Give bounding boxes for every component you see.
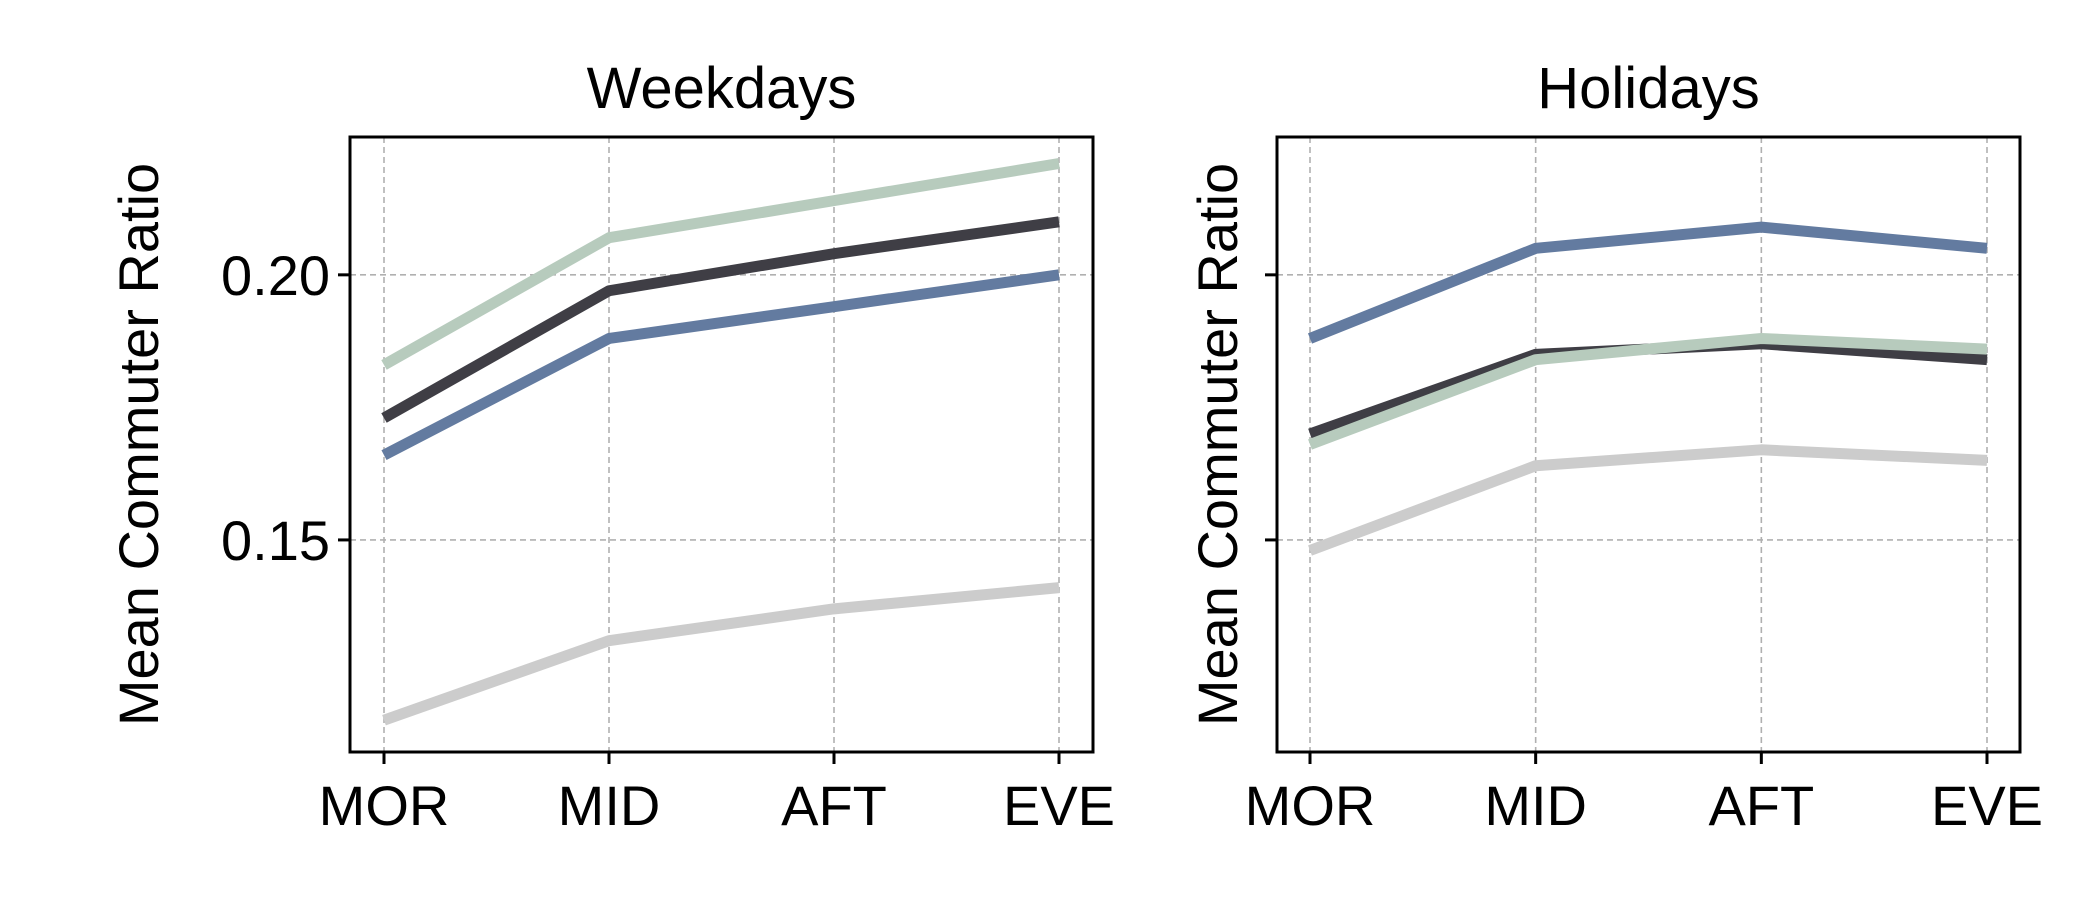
- panel-weekdays: MOR MID AFT EVE 0.15 0.20 Weekdays Mean Commute…: [107, 56, 1115, 837]
- panel-holidays: MOR MID AFT EVE Holidays Mean Commuter Ratio: [1186, 56, 2043, 837]
- series-line-2: [381, 216, 1060, 423]
- series-line-0: [1308, 444, 1988, 556]
- y-tick-label: 0.20: [221, 244, 330, 307]
- x-tick-label: MID: [558, 774, 661, 837]
- series-line-1: [1308, 338, 1988, 440]
- chart-title: Holidays: [1537, 56, 1759, 121]
- y-axis-label: Mean Commuter Ratio: [1186, 163, 1249, 726]
- y-tick-label: 0.15: [221, 509, 330, 572]
- x-tick-label: EVE: [1003, 774, 1115, 837]
- y-axis-label: Mean Commuter Ratio: [107, 163, 170, 726]
- series-line-3: [381, 158, 1060, 370]
- plot-frame: [348, 135, 1095, 754]
- series-line-1: [381, 269, 1060, 460]
- series-line-2: [1308, 332, 1988, 450]
- x-tick-label: EVE: [1931, 774, 2043, 837]
- chart-title: Weekdays: [587, 56, 857, 121]
- x-tick-label: MID: [1484, 774, 1587, 837]
- x-tick-label: MOR: [319, 774, 450, 837]
- x-tick-label: AFT: [1708, 774, 1814, 837]
- x-tick-label: AFT: [781, 774, 887, 837]
- plot-frame: [1275, 135, 2022, 754]
- series-line-3: [1307, 221, 1988, 344]
- series-line-0: [382, 582, 1060, 726]
- x-tick-label: MOR: [1245, 774, 1376, 837]
